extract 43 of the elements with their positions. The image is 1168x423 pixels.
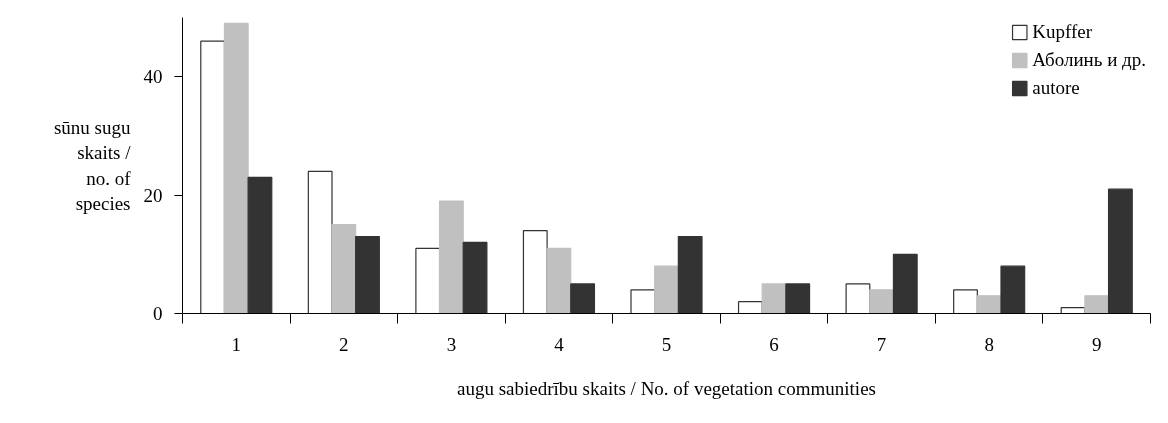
y-tick-label: 20	[143, 184, 163, 206]
bar	[307, 170, 333, 314]
x-tick-label: 1	[231, 333, 242, 355]
bar	[737, 301, 763, 314]
bar	[223, 22, 249, 314]
bar	[570, 283, 596, 314]
bar	[654, 265, 679, 314]
bar	[953, 289, 978, 314]
bar	[677, 235, 703, 314]
bar	[438, 200, 464, 314]
bar	[331, 224, 357, 314]
x-tick-label: 5	[661, 333, 672, 355]
bar	[869, 289, 895, 314]
y-axis-title: sūnu sugu skaits / no. of species	[53, 117, 132, 214]
bar	[892, 253, 918, 314]
x-tick-label: 2	[339, 333, 349, 355]
bar	[247, 176, 273, 314]
legend-label: Kupffer	[1032, 21, 1093, 43]
x-tick-label: 7	[876, 333, 887, 355]
x-tick-label: 9	[1091, 333, 1102, 355]
bar	[845, 283, 871, 314]
x-tick-label: 3	[446, 333, 457, 355]
bar	[1000, 265, 1026, 314]
bar	[976, 295, 1002, 314]
x-axis-title: augu sabiedrību skaits / No. of vegetation communities	[457, 377, 876, 399]
bar	[1107, 188, 1133, 314]
bar	[630, 289, 656, 314]
x-tick-label: 4	[554, 333, 565, 355]
bar	[462, 241, 488, 314]
bar	[546, 247, 572, 314]
legend-label: Аболинь и др.	[1032, 49, 1146, 71]
bar	[415, 247, 441, 314]
bar	[761, 283, 787, 314]
legend-label: autore	[1032, 77, 1080, 99]
y-tick-label: 40	[143, 66, 163, 88]
x-tick-label: 8	[984, 333, 994, 355]
bar	[200, 40, 226, 314]
bar	[355, 235, 380, 314]
bar	[1084, 295, 1110, 314]
x-tick-label: 6	[769, 333, 779, 355]
bar	[522, 230, 548, 314]
y-tick-label: 0	[153, 303, 163, 324]
bar	[785, 283, 811, 314]
